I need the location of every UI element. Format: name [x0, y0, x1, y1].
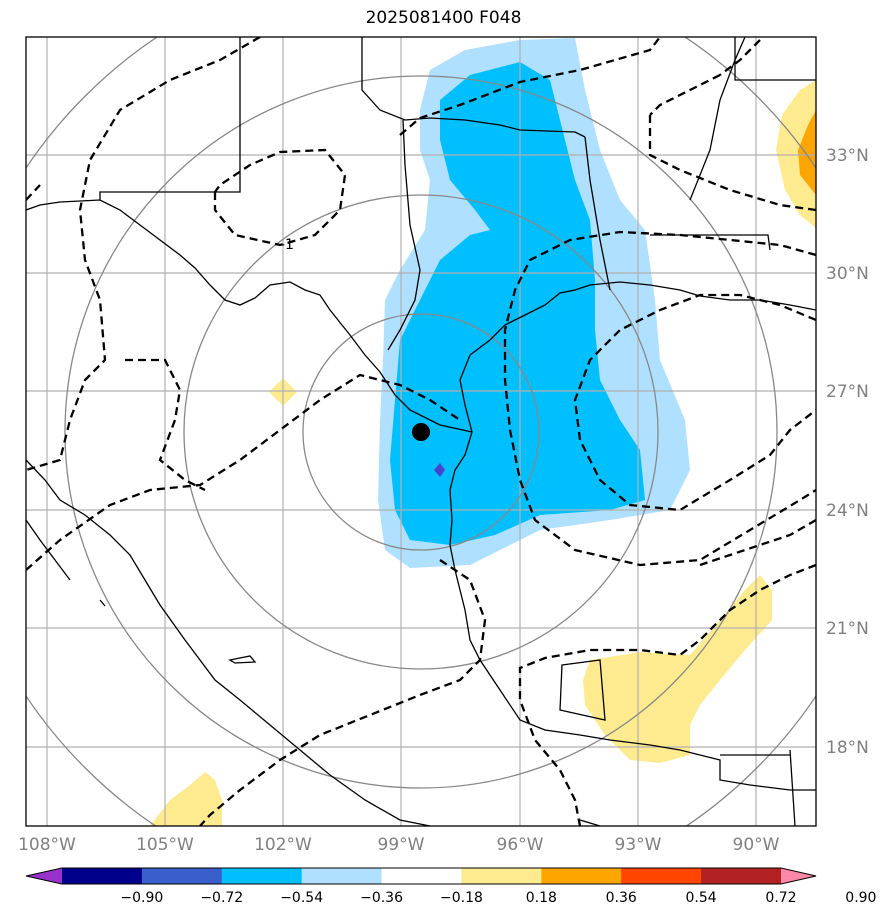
- lat-label-33: 33°N: [826, 146, 869, 166]
- colorbar-tick-label: −0.54: [280, 890, 323, 906]
- lat-label-18: 18°N: [826, 738, 869, 758]
- lon-label-90: 90°W: [733, 835, 780, 855]
- colorbar-box: [141, 868, 223, 884]
- colorbar-box: [701, 868, 782, 884]
- colorbar-outline: [25, 867, 817, 885]
- colorbar-tick-label: −0.72: [200, 890, 243, 906]
- contour-label: -1: [280, 237, 294, 253]
- lon-label-105: 105°W: [136, 835, 194, 855]
- colorbar-tick-label: −0.36: [360, 890, 403, 906]
- lat-label-30: 30°N: [826, 264, 869, 284]
- longitude-labels: 108°W 105°W 102°W 99°W 96°W 93°W 90°W: [18, 835, 780, 855]
- lon-label-96: 96°W: [497, 835, 544, 855]
- colorbar-tick-label: −0.18: [440, 890, 483, 906]
- yellow-region-sw: [150, 772, 222, 826]
- colorbar-box: [381, 868, 462, 884]
- colorbar-box: [541, 868, 622, 884]
- colorbar-box: [221, 868, 303, 884]
- purple-diamond: [434, 463, 445, 477]
- lat-label-24: 24°N: [826, 501, 869, 521]
- colorbar-tick-label: −0.90: [120, 890, 163, 906]
- shaded-field: [150, 38, 816, 826]
- colorbar-tick-label: 0.72: [765, 890, 796, 906]
- yellow-region-ne: [776, 80, 816, 228]
- lat-label-27: 27°N: [826, 382, 869, 402]
- map-title: 2025081400 F048: [365, 8, 522, 28]
- lon-label-93: 93°W: [615, 835, 662, 855]
- colorbar: −0.90 −0.72 −0.54 −0.36 −0.18 0.18 0.36 0.54 0.7…: [25, 867, 876, 906]
- colorbar-tick-label: 0.54: [686, 890, 717, 906]
- latitude-labels: 33°N 30°N 27°N 24°N 21°N 18°N: [826, 146, 869, 758]
- orange-region-ne: [798, 110, 816, 195]
- coastlines: [26, 37, 816, 826]
- blue-region: [390, 62, 645, 545]
- dashed-contours: [26, 37, 816, 826]
- colorbar-extend-low: [26, 868, 62, 884]
- lon-label-108: 108°W: [18, 835, 76, 855]
- colorbar-box: [301, 868, 383, 884]
- lon-label-102: 102°W: [254, 835, 312, 855]
- colorbar-extend-high: [781, 868, 816, 884]
- colorbar-box: [621, 868, 702, 884]
- colorbar-tick-label: 0.18: [526, 890, 557, 906]
- map-frame: [25, 36, 817, 827]
- colorbar-tick-label: 0.36: [606, 890, 637, 906]
- storm-center-marker: [412, 423, 430, 441]
- colorbar-box: [62, 868, 143, 884]
- lat-label-21: 21°N: [826, 619, 869, 639]
- lon-label-99: 99°W: [378, 835, 425, 855]
- colorbar-box: [461, 868, 542, 884]
- yellow-region-se: [583, 575, 772, 763]
- colorbar-tick-label: 0.90: [845, 890, 876, 906]
